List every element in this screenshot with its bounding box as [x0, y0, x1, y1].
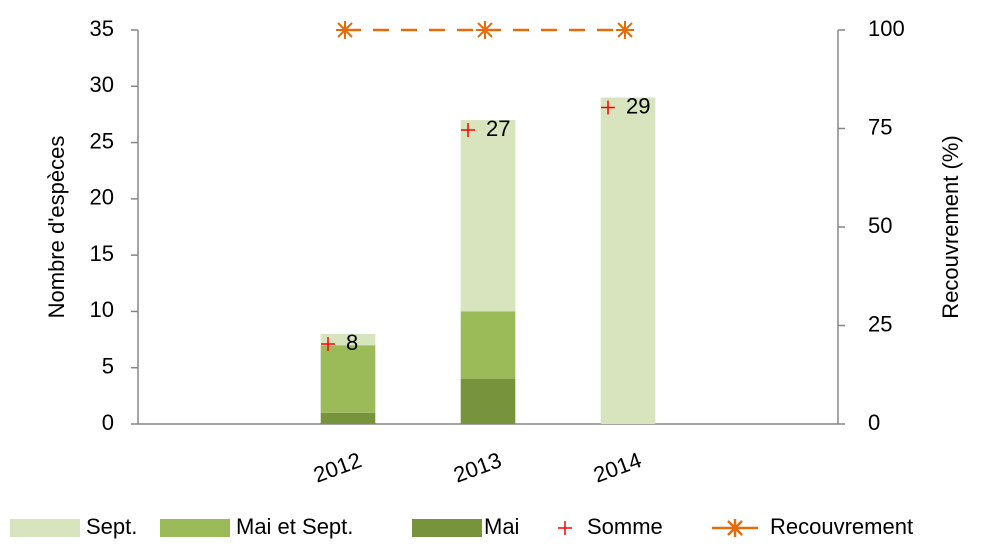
y2-tick-label: 25: [868, 311, 892, 336]
x-tick-label: 2013: [450, 447, 505, 487]
y-tick-label: 20: [90, 185, 114, 210]
bar: [320, 333, 376, 346]
sum-marker: [601, 100, 615, 115]
y2-axis-label: Recouvrement (%): [938, 135, 963, 318]
y2-tick-label: 75: [868, 114, 892, 139]
y2-tick-label: 50: [868, 213, 892, 238]
recouvrement-marker: [476, 21, 494, 39]
legend-swatch: [712, 519, 758, 537]
y-tick-label: 10: [90, 297, 114, 322]
y2-tick-label: 100: [868, 16, 905, 41]
bar: [460, 120, 516, 312]
legend-swatch: [10, 519, 80, 537]
bar: [600, 97, 656, 425]
legend-swatch: [558, 521, 572, 535]
legend-swatch: [412, 519, 482, 537]
data-label: 29: [626, 93, 650, 118]
legend-swatch: [160, 519, 230, 537]
legend-label: Mai: [484, 514, 519, 539]
legend-label: Somme: [587, 514, 663, 539]
legend-label: Recouvrement: [770, 514, 913, 539]
bar: [320, 345, 376, 413]
y-tick-label: 15: [90, 241, 114, 266]
y-tick-label: 25: [90, 128, 114, 153]
bar: [460, 311, 516, 379]
sum-marker: [321, 336, 335, 351]
data-label: 8: [346, 330, 358, 355]
data-label: 27: [486, 116, 510, 141]
y-tick-label: 0: [102, 410, 114, 435]
legend-label: Sept.: [86, 514, 137, 539]
y2-tick-label: 0: [868, 410, 880, 435]
bar: [320, 412, 376, 424]
legend-label: Mai et Sept.: [236, 514, 353, 539]
x-tick-label: 2012: [310, 447, 365, 487]
x-tick-label: 2014: [590, 447, 645, 487]
bar: [460, 378, 516, 424]
y-axis-label: Nombre d'espèces: [44, 136, 69, 319]
recouvrement-marker: [616, 21, 634, 39]
y-tick-label: 35: [90, 16, 114, 41]
sum-marker: [461, 123, 475, 138]
recouvrement-marker: [336, 21, 354, 39]
y-tick-label: 5: [102, 354, 114, 379]
y-tick-label: 30: [90, 72, 114, 97]
